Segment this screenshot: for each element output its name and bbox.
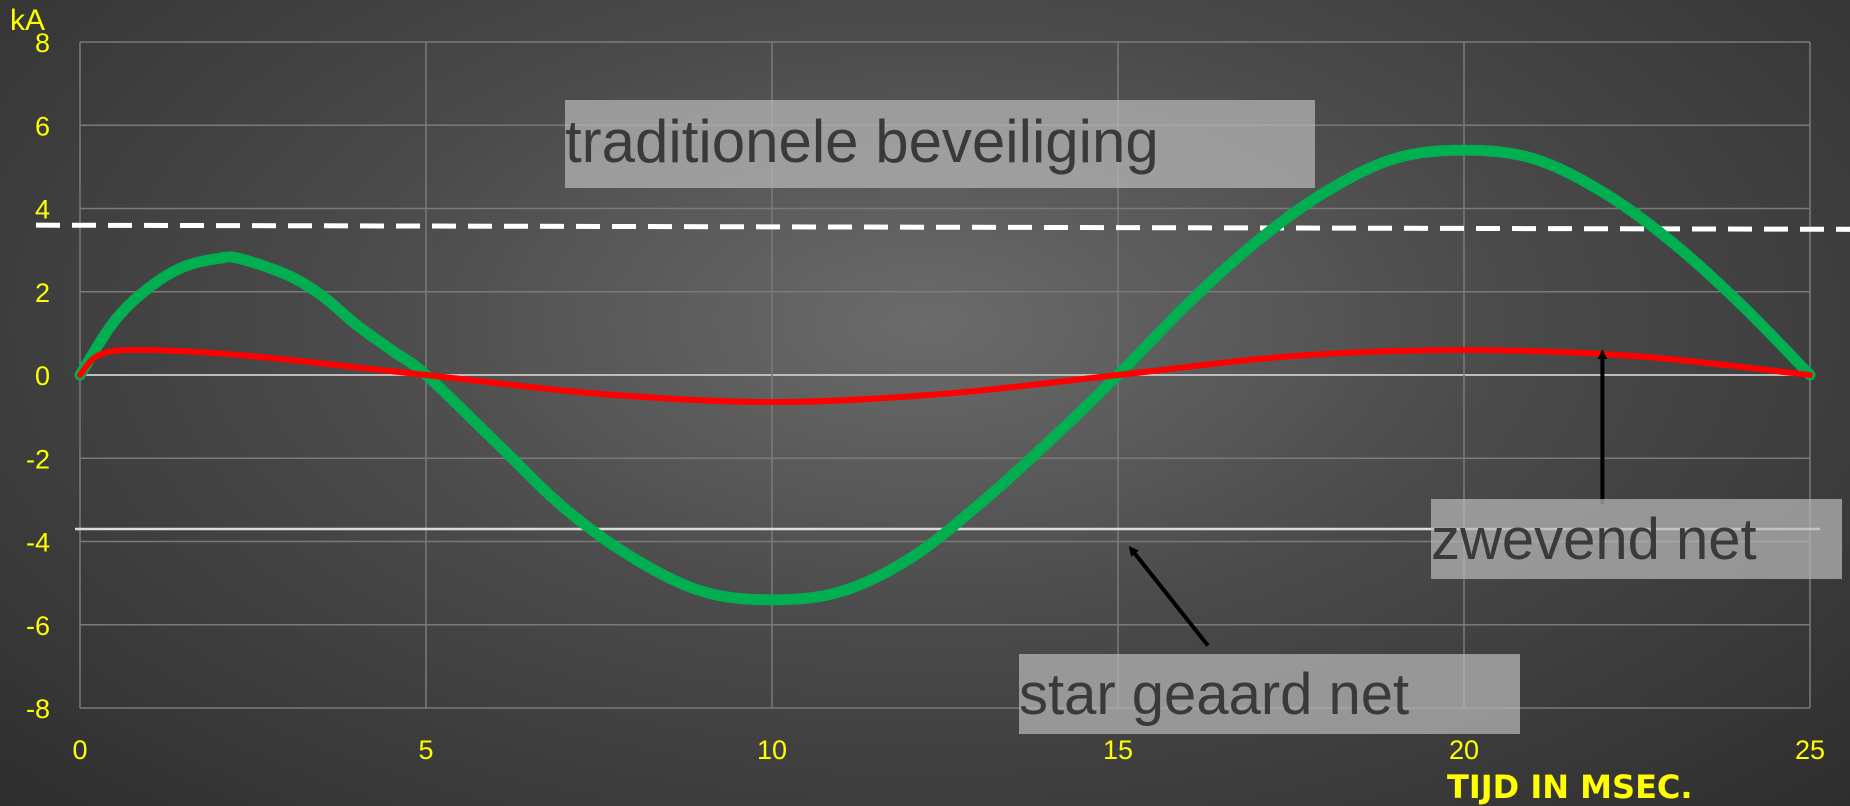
y-tick-label: 6 [35,111,50,141]
y-tick-label: 8 [35,28,50,58]
y-unit-label: kA [10,4,46,37]
y-tick-label: 2 [35,278,50,308]
x-tick-label: 0 [72,735,87,765]
y-tick-label: -8 [26,694,50,724]
y-tick-label: -2 [26,444,50,474]
y-tick-label: -6 [26,611,50,641]
reference-lines [35,222,1850,531]
annotation-arrow [1128,545,1210,647]
x-tick-label: 15 [1103,735,1133,765]
threshold-line-upper [35,222,1850,232]
y-tick-label: -4 [26,528,50,558]
x-axis-title: TIJD IN MSEC. [1447,768,1693,806]
x-tick-label: 25 [1795,735,1825,765]
series [74,144,1816,606]
y-tick-label: 4 [35,195,50,225]
series-line-red [77,346,1813,406]
y-tick-label: 0 [35,361,50,391]
series-line-green [74,144,1816,606]
x-tick-label: 10 [757,735,787,765]
x-tick-label: 20 [1449,735,1479,765]
annotation-traditionele-beveiliging: traditionele beveiliging [565,100,1315,188]
x-tick-label: 5 [418,735,433,765]
annotation-star-geaard-net: star geaard net [1019,654,1520,734]
annotation-arrows [1128,349,1608,647]
annotation-zwevend-net: zwevend net [1431,499,1842,579]
